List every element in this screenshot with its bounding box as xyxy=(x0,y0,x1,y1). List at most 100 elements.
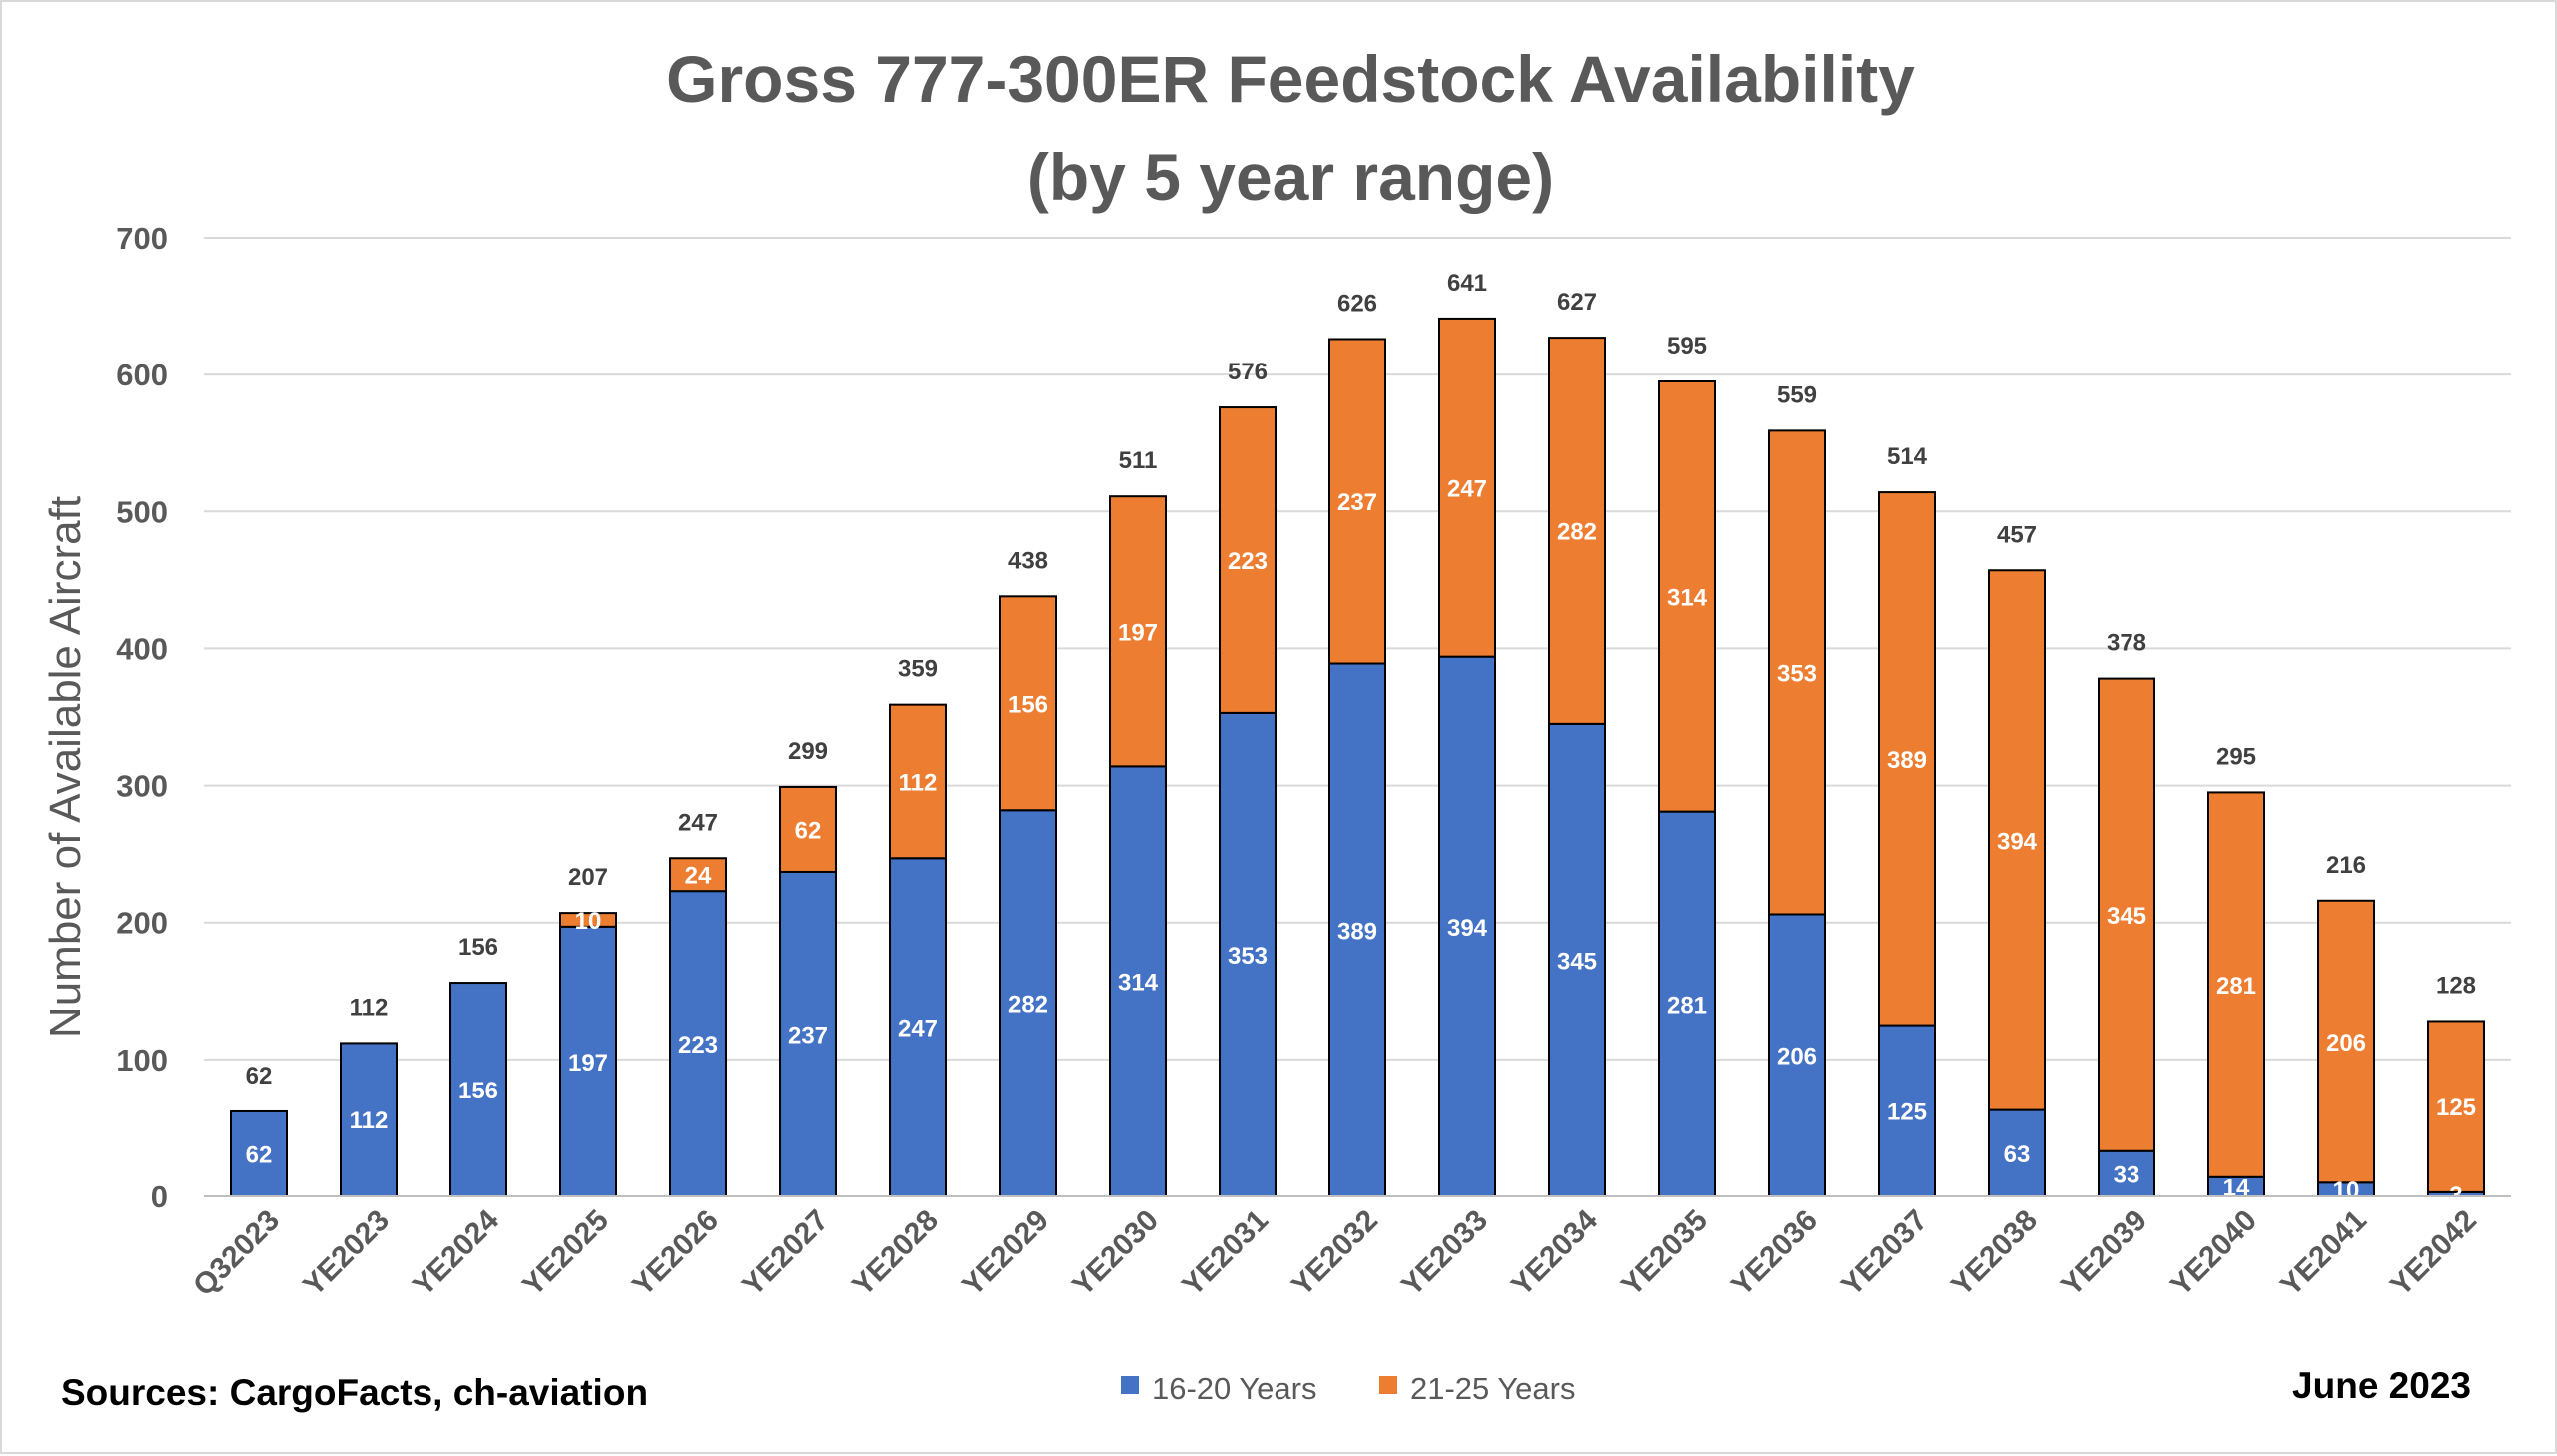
data-label-16-20-years: 63 xyxy=(2004,1141,2031,1168)
legend-label-21-25-years: 21-25 Years xyxy=(1410,1371,1575,1406)
bar-21-25-years xyxy=(1658,380,1716,813)
bar-21-25-years xyxy=(1219,406,1277,714)
bar-21-25-years xyxy=(2207,791,2265,1178)
data-label-total: 511 xyxy=(1119,447,1158,474)
x-tick-label: YE2033 xyxy=(1395,1204,1494,1303)
y-tick-label: 700 xyxy=(116,221,168,256)
y-tick-label: 300 xyxy=(116,769,168,804)
data-label-total: 559 xyxy=(1777,381,1817,408)
data-label-21-25-years: 394 xyxy=(1997,828,2038,855)
data-label-16-20-years: 112 xyxy=(350,1107,389,1134)
data-label-21-25-years: 112 xyxy=(899,769,938,796)
bar-21-25-years xyxy=(1438,317,1496,658)
data-label-total: 627 xyxy=(1557,289,1597,316)
chart-title-line-2: (by 5 year range) xyxy=(1027,140,1554,214)
data-label-21-25-years: 10 xyxy=(575,908,602,935)
x-tick-label: YE2026 xyxy=(626,1204,725,1303)
data-label-21-25-years: 247 xyxy=(1447,475,1487,502)
bar-16-20-years xyxy=(1988,1108,2046,1197)
bar-21-25-years xyxy=(559,912,617,928)
data-label-21-25-years: 353 xyxy=(1777,660,1817,687)
x-tick-label: Q32023 xyxy=(187,1204,286,1303)
bar-16-20-years xyxy=(1768,913,1826,1197)
chart-title-line-1: Gross 777-300ER Feedstock Availability xyxy=(666,42,1915,116)
x-tick-label: YE2031 xyxy=(1176,1204,1275,1303)
bar-21-25-years xyxy=(2098,677,2155,1152)
x-tick-label: YE2040 xyxy=(2164,1204,2263,1303)
data-label-16-20-years: 223 xyxy=(678,1032,718,1059)
bar-16-20-years xyxy=(889,857,947,1197)
data-label-total: 595 xyxy=(1667,333,1707,360)
y-tick-label: 400 xyxy=(116,631,168,666)
data-label-21-25-years: 206 xyxy=(2326,1030,2366,1057)
x-tick-label: YE2032 xyxy=(1285,1204,1384,1303)
y-axis-ticks: 0 100 200 300 400 500 600 700 xyxy=(116,221,168,1214)
data-label-total: 438 xyxy=(1008,547,1048,574)
data-label-total: 378 xyxy=(2107,630,2146,657)
x-tick-label: YE2038 xyxy=(1945,1204,2044,1303)
y-tick-label: 0 xyxy=(151,1179,168,1214)
bar-21-25-years xyxy=(779,785,837,873)
data-label-16-20-years: 282 xyxy=(1008,992,1048,1019)
data-label-21-25-years: 223 xyxy=(1228,548,1268,575)
data-label-16-20-years: 247 xyxy=(898,1016,938,1043)
x-tick-label: YE2039 xyxy=(2055,1204,2153,1303)
x-axis-ticks: Q32023 YE2023 YE2024 YE2025 YE2026 YE2027 YE20… xyxy=(187,1203,2483,1302)
data-label-21-25-years: 281 xyxy=(2216,973,2256,1000)
data-label-16-20-years: 125 xyxy=(1887,1098,1927,1125)
data-label-21-25-years: 389 xyxy=(1887,747,1927,774)
data-label-16-20-years: 14 xyxy=(2223,1174,2250,1201)
data-label-total: 156 xyxy=(458,934,498,961)
bar-16-20-years xyxy=(2098,1149,2155,1197)
x-tick-label: YE2025 xyxy=(516,1204,615,1303)
x-tick-label: YE2028 xyxy=(846,1204,945,1303)
bar-21-25-years xyxy=(889,703,947,860)
data-label-total: 295 xyxy=(2216,743,2256,770)
data-label-16-20-years: 237 xyxy=(788,1022,828,1049)
data-label-21-25-years: 314 xyxy=(1667,584,1708,611)
bar-21-25-years xyxy=(1988,569,2046,1111)
bar-16-20-years xyxy=(559,925,617,1197)
data-label-16-20-years: 314 xyxy=(1118,970,1159,997)
date-note: June 2023 xyxy=(2292,1365,2471,1406)
data-label-total: 359 xyxy=(898,656,938,683)
legend-label-16-20-years: 16-20 Years xyxy=(1152,1371,1316,1406)
x-tick-label: YE2027 xyxy=(736,1204,835,1303)
data-label-21-25-years: 197 xyxy=(1118,619,1158,646)
y-axis-label: Number of Available Aircraft xyxy=(41,496,90,1038)
legend: 16-20 Years 21-25 Years xyxy=(1121,1371,1575,1406)
bar-21-25-years xyxy=(1548,337,1606,725)
data-label-16-20-years: 389 xyxy=(1337,918,1377,945)
y-tick-label: 500 xyxy=(116,494,168,529)
bar-16-20-years xyxy=(1878,1024,1936,1197)
data-label-total: 247 xyxy=(678,809,718,836)
x-tick-label: YE2034 xyxy=(1505,1203,1604,1302)
bar-16-20-years xyxy=(779,870,837,1197)
data-label-16-20-years: 281 xyxy=(1667,992,1707,1019)
data-label-total: 112 xyxy=(350,994,389,1021)
data-label-16-20-years: 62 xyxy=(246,1141,273,1168)
x-tick-label: YE2036 xyxy=(1725,1204,1824,1303)
data-label-total: 299 xyxy=(788,738,828,765)
data-label-16-20-years: 33 xyxy=(2114,1161,2140,1188)
y-tick-label: 600 xyxy=(116,358,168,392)
data-label-total: 62 xyxy=(246,1063,273,1090)
y-tick-label: 200 xyxy=(116,906,168,941)
x-tick-label: YE2037 xyxy=(1835,1204,1934,1303)
x-tick-label: YE2041 xyxy=(2274,1204,2373,1303)
bar-21-25-years xyxy=(2427,1020,2485,1193)
x-tick-label: YE2042 xyxy=(2384,1204,2483,1303)
data-label-21-25-years: 62 xyxy=(795,817,822,844)
legend-swatch-16-20-years xyxy=(1121,1376,1139,1394)
bar-21-25-years xyxy=(999,595,1057,812)
bar-16-20-years xyxy=(449,982,507,1197)
bar-21-25-years xyxy=(2317,899,2375,1184)
data-label-total: 216 xyxy=(2326,852,2366,879)
bar-21-25-years xyxy=(1328,338,1386,665)
data-label-21-25-years: 156 xyxy=(1008,691,1048,718)
bar-16-20-years xyxy=(669,890,727,1198)
data-label-total: 207 xyxy=(568,864,608,891)
bar-21-25-years xyxy=(1768,429,1826,916)
data-label-total: 457 xyxy=(1997,521,2037,548)
